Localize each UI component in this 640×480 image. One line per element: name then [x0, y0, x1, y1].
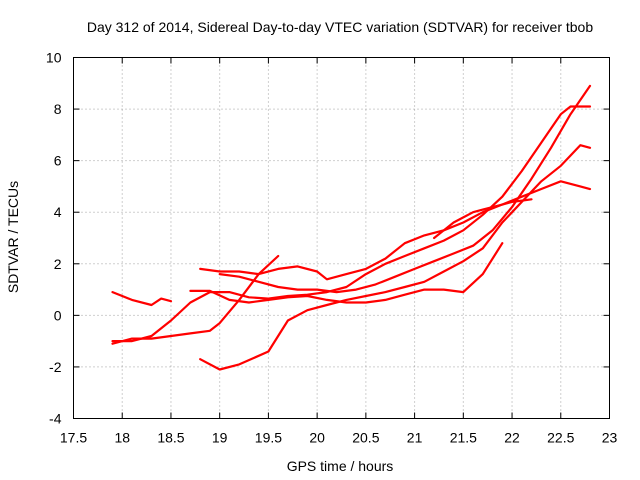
series-line-arc-6	[189, 242, 504, 304]
chart-title: Day 312 of 2014, Sidereal Day-to-day VTE…	[87, 19, 594, 35]
y-tick-label: 0	[54, 307, 62, 323]
x-tick-label: 20	[309, 430, 325, 446]
x-tick-label: 20.5	[352, 430, 379, 446]
x-tick-label: 18.5	[157, 430, 184, 446]
x-tick-label: 19	[212, 430, 228, 446]
y-tick-label: 4	[54, 204, 62, 220]
y-tick-label: 8	[54, 101, 62, 117]
ticks	[73, 57, 610, 419]
x-tick-label: 21.5	[450, 430, 477, 446]
series-line-arc-7	[218, 84, 592, 294]
y-tick-label: 2	[54, 256, 62, 272]
x-tick-label: 18	[114, 430, 130, 446]
series-line-arc-8	[433, 198, 533, 240]
x-tick-label: 17.5	[60, 430, 87, 446]
tick-labels: 17.5 18 18.5 19 19.5 20 20.5 21 21.5 22 22.5 23-4-2…	[46, 50, 618, 446]
plot-frame	[73, 57, 610, 419]
series-line-arc-5	[199, 180, 592, 281]
y-tick-label: 10	[46, 50, 62, 66]
y-tick-label: 6	[54, 153, 62, 169]
grid	[73, 57, 610, 419]
x-tick-label: 19.5	[255, 430, 282, 446]
x-tick-label: 21	[407, 430, 423, 446]
series-line-arc-4	[199, 144, 592, 371]
x-tick-label: 22.5	[547, 430, 574, 446]
y-tick-label: -2	[49, 359, 62, 375]
x-axis-label: GPS time / hours	[287, 458, 394, 474]
series-layer	[111, 84, 592, 371]
y-axis-label: SDTVAR / TECUs	[5, 181, 21, 293]
series-line-arc-1	[111, 291, 173, 307]
x-tick-label: 23	[602, 430, 618, 446]
x-tick-label: 22	[504, 430, 520, 446]
series-line-arc-3	[111, 105, 592, 343]
y-tick-label: -4	[49, 411, 62, 427]
